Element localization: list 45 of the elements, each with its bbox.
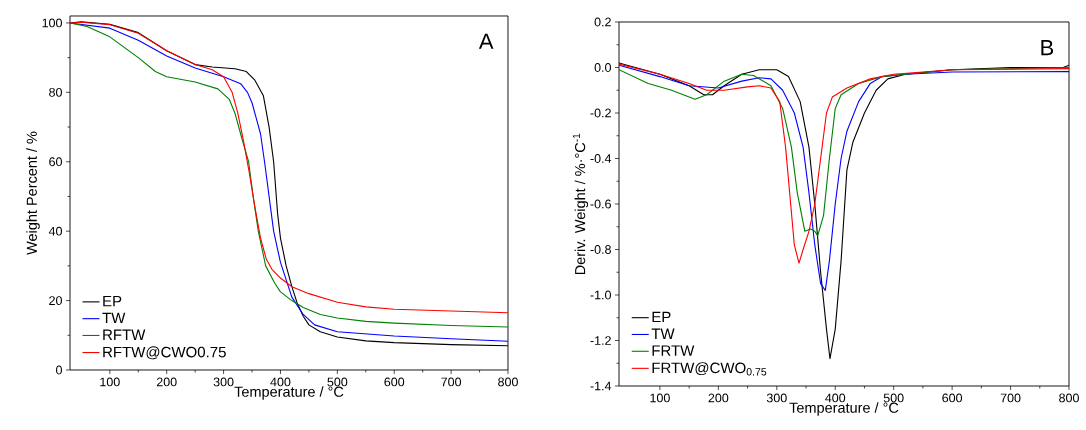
x-tick-label: 100 [100, 377, 120, 387]
x-tick-label: 200 [156, 377, 177, 387]
x-tick-label: 300 [766, 393, 787, 403]
x-tick-label: 300 [213, 377, 234, 387]
x-tick-label: 400 [825, 393, 846, 403]
y-tick-label: 40 [48, 226, 62, 236]
y-tick-label: -0.8 [590, 245, 611, 254]
legend-label: TW [651, 328, 675, 339]
x-tick-label: 800 [1059, 393, 1079, 403]
y-axis-title: Deriv. Weight / %·°C$^{-1}$ [572, 133, 589, 275]
y-tick-label: -1.2 [590, 336, 611, 345]
x-tick-label: 800 [498, 377, 518, 387]
x-axis-title: Temperature / °C [234, 386, 344, 400]
x-tick-label: 600 [942, 393, 963, 403]
y-tick-label: -1.4 [590, 381, 612, 391]
legend-label: RFTW@CWO0.75 [103, 346, 226, 360]
x-tick-label: 200 [708, 393, 729, 403]
x-tick-label: 100 [650, 393, 670, 403]
x-axis-title: Temperature / °C [789, 402, 899, 416]
y-tick-label: 0 [56, 365, 62, 375]
y-axis-title: Weight Percent / % [26, 131, 40, 255]
x-tick-label: 400 [270, 377, 291, 387]
x-tick-label: 600 [384, 377, 405, 387]
x-tick-label: 700 [1000, 393, 1021, 403]
y-tick-label: -0.4 [590, 154, 612, 163]
y-tick-label: 100 [42, 18, 62, 28]
y-tick-label: 20 [49, 296, 62, 306]
y-tick-label: 60 [49, 157, 62, 167]
annotation: A [478, 33, 494, 49]
x-tick-label: 500 [327, 377, 348, 387]
legend-label: RFTW [103, 329, 146, 340]
legend-label: FRTW@CWO$_{0.75}$ [652, 362, 767, 376]
y-tick-label: 0.0 [594, 63, 611, 72]
legend-label: EP [103, 295, 122, 307]
x-tick-label: 700 [441, 377, 462, 387]
x-tick-label: 500 [883, 393, 904, 403]
y-tick-label: 80 [49, 87, 62, 97]
y-tick-label: -0.6 [590, 199, 611, 209]
annotation: B [1041, 40, 1054, 56]
legend-label: TW [102, 312, 126, 324]
legend-label: FRTW [652, 345, 695, 356]
legend-label: EP [652, 311, 671, 323]
y-tick-label: -1.0 [590, 290, 611, 300]
y-tick-label: 0.2 [594, 17, 611, 27]
y-tick-label: -0.2 [590, 108, 611, 118]
